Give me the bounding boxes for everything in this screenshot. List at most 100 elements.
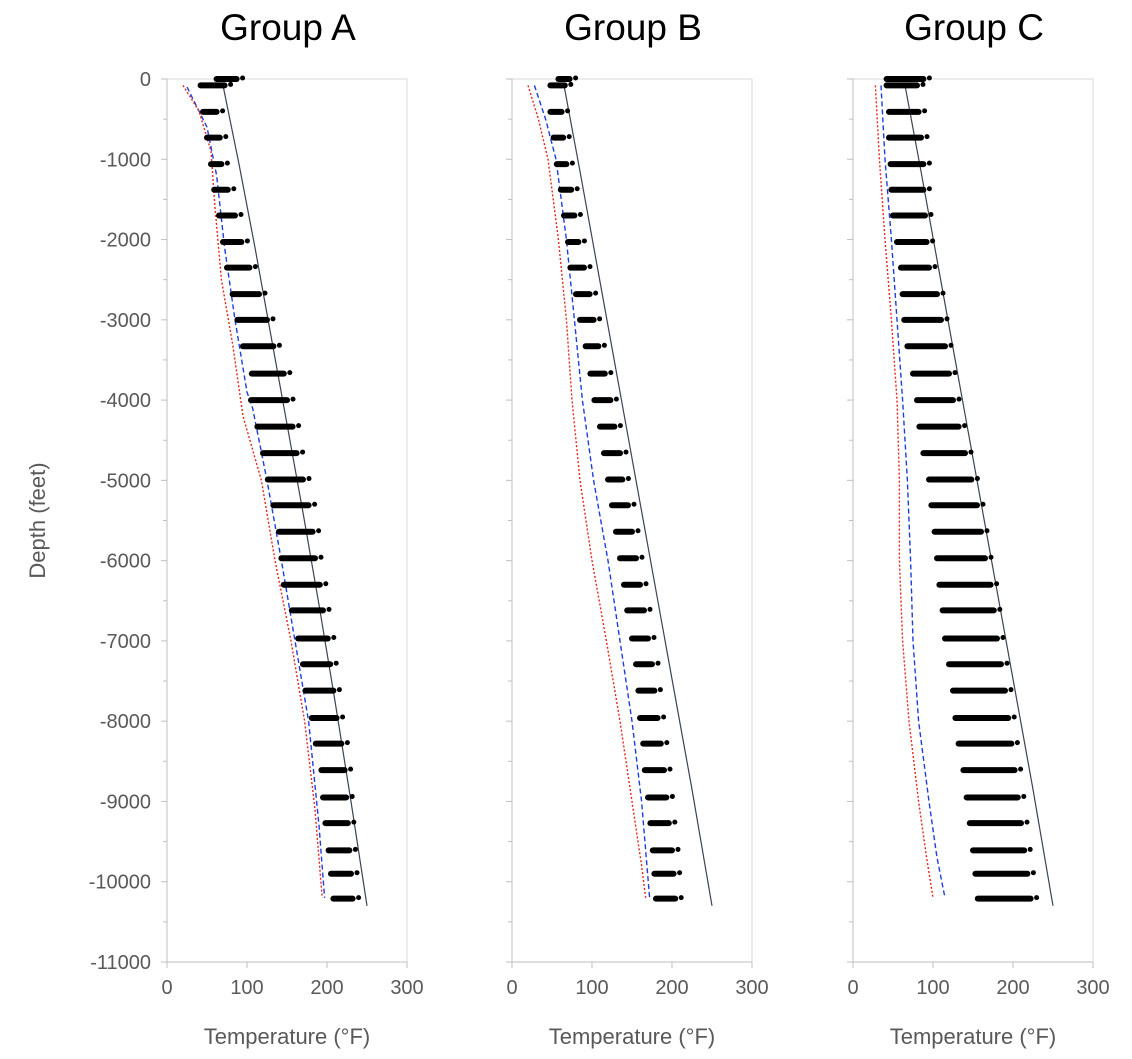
data-point bbox=[926, 75, 932, 81]
data-point bbox=[354, 870, 360, 876]
data-point bbox=[336, 687, 342, 693]
data-point bbox=[231, 186, 237, 192]
data-point bbox=[318, 554, 324, 560]
data-point bbox=[228, 81, 234, 87]
data-point bbox=[290, 396, 296, 402]
data-point bbox=[930, 238, 936, 244]
data-point bbox=[352, 846, 358, 852]
data-point bbox=[276, 342, 282, 348]
data-point bbox=[323, 581, 329, 587]
data-point bbox=[306, 476, 312, 482]
x-tick-label: 300 bbox=[390, 977, 423, 999]
y-tick-label: -11000 bbox=[90, 952, 151, 974]
data-point bbox=[252, 264, 258, 270]
data-point bbox=[262, 290, 268, 296]
data-point bbox=[312, 501, 318, 507]
data-point bbox=[223, 134, 229, 140]
data-point bbox=[597, 316, 603, 322]
data-point bbox=[672, 819, 678, 825]
data-point bbox=[968, 449, 974, 455]
data-point bbox=[1008, 687, 1014, 693]
plot-area-frame bbox=[511, 78, 753, 963]
data-point bbox=[997, 606, 1003, 612]
data-point bbox=[1030, 870, 1036, 876]
data-point bbox=[351, 819, 357, 825]
data-point bbox=[593, 290, 599, 296]
data-point bbox=[920, 81, 926, 87]
series-line-solid bbox=[222, 85, 368, 906]
data-point bbox=[639, 554, 645, 560]
series-line-dotted bbox=[182, 85, 323, 898]
data-point bbox=[635, 528, 641, 534]
data-point bbox=[356, 895, 362, 901]
chart-panel-1: 0 100 200 300 0 -1000 -2000 -3000 -4000 -5000 -600… bbox=[25, 7, 424, 1049]
data-point bbox=[631, 501, 637, 507]
data-point bbox=[661, 714, 667, 720]
data-point bbox=[651, 635, 657, 641]
y-tick-label: -7000 bbox=[100, 631, 151, 653]
data-point bbox=[1018, 766, 1024, 772]
data-point bbox=[926, 160, 932, 166]
series-line-dashed bbox=[880, 85, 946, 898]
data-point bbox=[962, 423, 968, 429]
data-point bbox=[224, 160, 230, 166]
chart-title: Group B bbox=[564, 7, 702, 48]
x-tick-label: 300 bbox=[735, 977, 768, 999]
data-point bbox=[952, 370, 958, 376]
data-point bbox=[657, 687, 663, 693]
data-point bbox=[573, 75, 579, 81]
data-point bbox=[1004, 660, 1010, 666]
data-point bbox=[574, 186, 580, 192]
y-tick-label: -1000 bbox=[100, 149, 151, 171]
series-line-solid bbox=[563, 85, 713, 906]
data-point bbox=[1034, 895, 1040, 901]
x-tick-label: 300 bbox=[1076, 977, 1109, 999]
series-line-dotted bbox=[527, 85, 647, 898]
data-point bbox=[296, 423, 302, 429]
x-tick-label: 100 bbox=[575, 977, 608, 999]
y-tick-label: -6000 bbox=[100, 551, 151, 573]
x-tick-label: 200 bbox=[655, 977, 688, 999]
data-point bbox=[581, 238, 587, 244]
y-tick-label: -2000 bbox=[100, 230, 151, 252]
data-point bbox=[617, 423, 623, 429]
series-line-dashed bbox=[186, 86, 326, 898]
data-point bbox=[244, 238, 250, 244]
data-point bbox=[601, 342, 607, 348]
data-point bbox=[1024, 819, 1030, 825]
chart-panel-2: 0 100 200 300 Group B Temperature (°F) bbox=[506, 7, 769, 1049]
y-tick-label: -5000 bbox=[100, 470, 151, 492]
data-point bbox=[984, 528, 990, 534]
data-point bbox=[926, 186, 932, 192]
x-tick-label: 200 bbox=[996, 977, 1029, 999]
data-point bbox=[1027, 846, 1033, 852]
data-point bbox=[669, 793, 675, 799]
data-point bbox=[948, 342, 954, 348]
data-point bbox=[625, 476, 631, 482]
chart-title: Group C bbox=[904, 7, 1044, 48]
data-point bbox=[932, 264, 938, 270]
data-point bbox=[316, 528, 322, 534]
data-point bbox=[1000, 635, 1006, 641]
data-point bbox=[980, 501, 986, 507]
data-point bbox=[333, 660, 339, 666]
data-point bbox=[238, 211, 244, 217]
data-point bbox=[348, 766, 354, 772]
y-tick-label: -8000 bbox=[100, 711, 151, 733]
chart-title: Group A bbox=[220, 7, 356, 48]
data-point bbox=[568, 81, 574, 87]
data-point bbox=[1011, 714, 1017, 720]
x-tick-label: 0 bbox=[506, 977, 517, 999]
data-point bbox=[944, 316, 950, 322]
y-tick-label: -10000 bbox=[89, 872, 151, 894]
data-point bbox=[565, 108, 571, 114]
data-point bbox=[287, 370, 293, 376]
y-axis-label: Depth (feet) bbox=[25, 462, 50, 578]
data-point bbox=[1014, 740, 1020, 746]
x-axis-label: Temperature (°F) bbox=[549, 1024, 716, 1049]
plot-area-frame bbox=[852, 78, 1094, 963]
data-point bbox=[678, 895, 684, 901]
y-tick-label: -4000 bbox=[100, 390, 151, 412]
chart-panel-3: 0 100 200 300 Group C Temperature (°F) bbox=[847, 7, 1110, 1049]
